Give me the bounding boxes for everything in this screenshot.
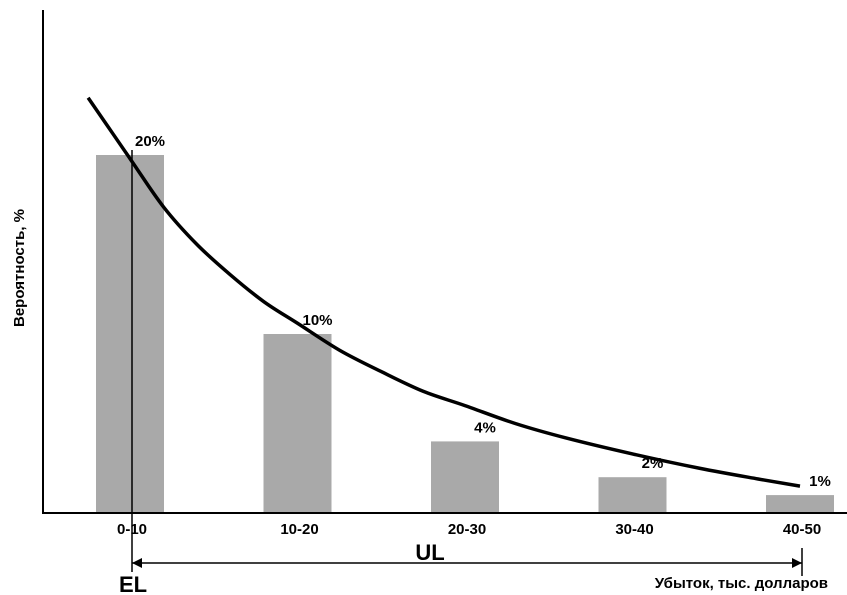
x-tick-40-50: 40-50 bbox=[783, 521, 821, 538]
x-tick-10-20: 10-20 bbox=[280, 521, 318, 538]
data-label-40-50: 1% bbox=[809, 473, 831, 490]
data-label-0-10: 20% bbox=[135, 133, 165, 150]
el-label: EL bbox=[119, 572, 147, 595]
data-labels-group: 20%10%4%2%1% bbox=[135, 133, 831, 490]
bar-30-40 bbox=[598, 477, 667, 513]
axes-group bbox=[42, 10, 847, 514]
bar-20-30 bbox=[431, 441, 499, 513]
data-label-10-20: 10% bbox=[302, 312, 332, 329]
x-tick-20-30: 20-30 bbox=[448, 521, 486, 538]
annotations-group bbox=[131, 150, 803, 576]
ul-arrow-left bbox=[132, 558, 142, 568]
bars-group bbox=[96, 155, 834, 513]
loss-curve bbox=[86, 96, 801, 488]
ul-arrow-right bbox=[792, 558, 802, 568]
x-tick-30-40: 30-40 bbox=[615, 521, 653, 538]
y-axis-title: Вероятность, % bbox=[11, 209, 28, 327]
data-label-20-30: 4% bbox=[474, 419, 496, 436]
curve-group bbox=[86, 96, 801, 488]
bar-0-10 bbox=[96, 155, 164, 513]
ul-label: UL bbox=[415, 540, 444, 565]
x-axis-title: Убыток, тыс. долларов bbox=[655, 575, 828, 592]
x-ticks-group: 0-10 10-20 20-30 30-40 40-50 bbox=[117, 521, 821, 538]
bar-10-20 bbox=[263, 334, 332, 513]
bar-40-50 bbox=[766, 495, 834, 513]
